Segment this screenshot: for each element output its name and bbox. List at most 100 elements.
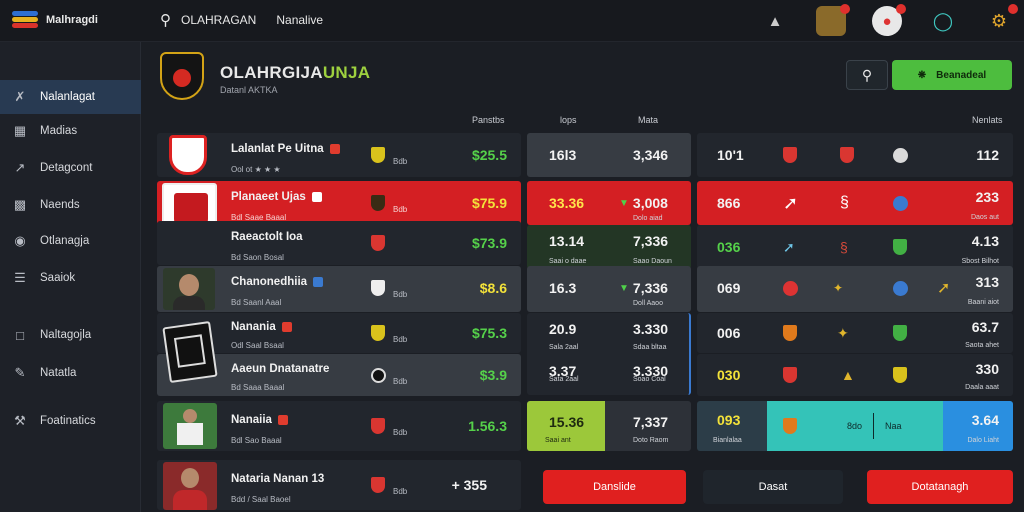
- stat-value: 313: [975, 274, 999, 290]
- top-search[interactable]: ⚲ OLAHRAGAN Nanalive: [160, 11, 323, 29]
- column-header-panel-b-1[interactable]: lops: [560, 115, 577, 125]
- primary-action-button[interactable]: ❋ Beanadeal: [892, 60, 1012, 90]
- stat-sub: Sbost Bilhot: [961, 257, 999, 265]
- table-row-stats[interactable]: 33.36 ▼ 3,008 Dolo aiad: [527, 181, 691, 225]
- stat-value: 112: [976, 147, 999, 163]
- settings-icon[interactable]: ⚙: [984, 4, 1018, 36]
- stat-sub: Dolo aiad: [633, 214, 663, 222]
- column-header-panel-c[interactable]: Nenlats: [972, 115, 1003, 125]
- stat-value: 33.36: [549, 195, 585, 211]
- bottom-right-button[interactable]: Dotatanagh: [867, 470, 1013, 504]
- stat-value: 16l3: [549, 147, 577, 163]
- top-tab[interactable]: Nanalive: [276, 13, 324, 27]
- sidebar-item-9[interactable]: ⚒ Foatinatics: [0, 404, 141, 438]
- stat-value: 63.7: [971, 319, 999, 335]
- stat-sub: Baani aiot: [967, 298, 999, 306]
- table-row-extra[interactable]: 069 ✦ ➚ 313 Baani aiot: [697, 266, 1013, 312]
- column-header-panel-b-2[interactable]: Mata: [638, 115, 659, 125]
- row-name: Nanania: [231, 321, 276, 333]
- sidebar-item-label: Natatla: [40, 367, 77, 379]
- table-row-highlighted[interactable]: Planaeet Ujas Bdl Saae Baaal Bdb $75.9: [157, 181, 521, 225]
- club-badge-icon: [840, 147, 854, 163]
- row-name: Chanonedhiia: [231, 276, 308, 288]
- row-meta: Bd Saaa Baaal: [231, 382, 285, 392]
- grid-icon: ▦: [13, 123, 27, 138]
- table-row-extra[interactable]: 006 ✦ 63.7 Saota ahet: [697, 313, 1013, 353]
- stat-value: 7,336: [633, 233, 669, 249]
- stat-value: 10'1: [717, 147, 744, 163]
- column-header-panel-a[interactable]: Panstbs: [472, 115, 505, 125]
- stat-value: 16.3: [549, 280, 577, 296]
- table-row[interactable]: Raeactolt Ioa Bd Saon Bosal $73.9: [157, 221, 521, 265]
- swoosh-icon: ➚: [783, 192, 799, 213]
- search-button[interactable]: ⚲: [846, 60, 888, 90]
- bell-icon[interactable]: ▲: [767, 12, 783, 30]
- wing-icon: ✦: [837, 324, 849, 341]
- page-subtitle: Datanl AKTKA: [220, 85, 278, 95]
- page-title-accent: UNJA: [322, 63, 371, 82]
- stat-sub: Daala aaat: [965, 383, 999, 391]
- search-icon[interactable]: ⚲: [160, 12, 171, 29]
- table-row-stats[interactable]: 16.3 ▼ 7,336 Doll Aaoo: [527, 266, 691, 312]
- help-icon[interactable]: ◯: [932, 10, 954, 31]
- row-meta: Bdl Sao Baaal: [231, 435, 282, 445]
- top-bar: Malhragdi ⚲ OLAHRAGAN Nanalive ▲ ● ◯ ⚙: [0, 0, 1024, 42]
- stat-value: 3.37: [549, 363, 577, 379]
- row-meta: Odl Saal Bsaal: [231, 340, 284, 350]
- sidebar-item-8[interactable]: ✎ Natatla: [0, 356, 141, 390]
- player-photo: [163, 462, 217, 510]
- table-row[interactable]: Chanonedhiia Bd Saanl Aaal Bdb $8.6: [157, 266, 521, 312]
- swoosh-icon: ➚: [937, 280, 951, 297]
- profile-icon[interactable]: ●: [872, 4, 906, 36]
- row-meta: Bdl Saae Baaal: [231, 212, 287, 222]
- sidebar-item-6[interactable]: ☰ Saaiok: [0, 261, 141, 295]
- sidebar-item-label: Otlanagja: [40, 235, 90, 247]
- sidebar-item-2[interactable]: ▦ Madias: [0, 114, 141, 148]
- sidebar-item-4[interactable]: ▩ Naends: [0, 188, 141, 222]
- flag-icon: [277, 415, 288, 425]
- table-row-extra[interactable]: 030 ▲ 330 Daala aaat: [697, 354, 1013, 396]
- table-row-stats[interactable]: 20.9 Sala 2aal 3.330 Sdaa bltaa 3.37 Sat…: [527, 313, 691, 395]
- club-shield-icon: [160, 52, 204, 100]
- table-row-stats[interactable]: 16l3 3,346: [527, 133, 691, 177]
- club-badge-icon: [371, 477, 385, 493]
- top-icons: ▲ ● ◯ ⚙: [734, 4, 1018, 36]
- sidebar-item-3[interactable]: ↗ Detagcont: [0, 151, 141, 185]
- stat-sub: Sala 2aal: [549, 343, 579, 351]
- top-search-text: OLAHRAGAN: [181, 13, 257, 27]
- sidebar-item-5[interactable]: ◉ Otlanagja: [0, 224, 141, 258]
- table-row[interactable]: Aaeun Dnatanatre Bd Saaa Baaal Bdb $3.9: [157, 354, 521, 396]
- stat-sub: Doto Raom: [633, 436, 669, 444]
- club-badge-icon: [893, 239, 907, 255]
- table-row-stats[interactable]: 13.14 Saai o daae 7,336 Saao Daoun: [527, 225, 691, 269]
- table-row[interactable]: Nataria Nanan 13 Bdd / Saal Baoel Bdb + …: [157, 460, 521, 510]
- stat-sub: Sdaa bltaa: [633, 343, 667, 351]
- sidebar-item-1[interactable]: ✗ Nalanlagat: [0, 80, 141, 114]
- table-row-stats[interactable]: 15.36 Saai ant 7,337 Doto Raom: [527, 401, 691, 451]
- trend-icon: ↗: [14, 160, 26, 175]
- stat-value: 3,346: [633, 147, 669, 163]
- table-row[interactable]: Nanania Odl Saal Bsaal Bdb $75.3: [157, 313, 521, 353]
- brand[interactable]: Malhragdi: [12, 11, 98, 29]
- ball-icon: [893, 147, 908, 163]
- stat-sub: Doll Aaoo: [633, 299, 663, 307]
- table-row[interactable]: Lalanlat Pe Uitna Ool ot ★ ★ ★ Bdb $25.5: [157, 133, 521, 177]
- warning-icon: ▲: [841, 367, 855, 383]
- stat-value: 093: [717, 412, 741, 428]
- table-row-extra[interactable]: 093 Bianlalaa 8do Naa 3.64 Dalo Liaht: [697, 401, 1013, 451]
- trophy-icon[interactable]: [816, 4, 850, 36]
- row-small: Bdb: [393, 334, 408, 344]
- table-row[interactable]: Nanaiia Bdl Sao Baaal Bdb 1.56.3: [157, 401, 521, 451]
- table-row-extra[interactable]: 10'1 112: [697, 133, 1013, 177]
- sidebar-item-7[interactable]: □ Naltagojla: [0, 318, 141, 352]
- wing-icon: ✦: [833, 281, 844, 295]
- bottom-mid-button[interactable]: Dasat: [703, 470, 843, 504]
- bottom-left-button[interactable]: Danslide: [543, 470, 686, 504]
- stat-value: 7,336: [632, 280, 668, 296]
- row-name: Aaeun Dnatanatre: [231, 363, 330, 375]
- club-badge-icon: [371, 367, 386, 383]
- pen-icon: ✎: [14, 365, 26, 380]
- club-badge-icon: [371, 325, 385, 341]
- table-row-extra[interactable]: 036 ➚ § 4.13 Sbost Bilhot: [697, 225, 1013, 269]
- table-row-extra[interactable]: 866 ➚ § 233 Daos aut: [697, 181, 1013, 225]
